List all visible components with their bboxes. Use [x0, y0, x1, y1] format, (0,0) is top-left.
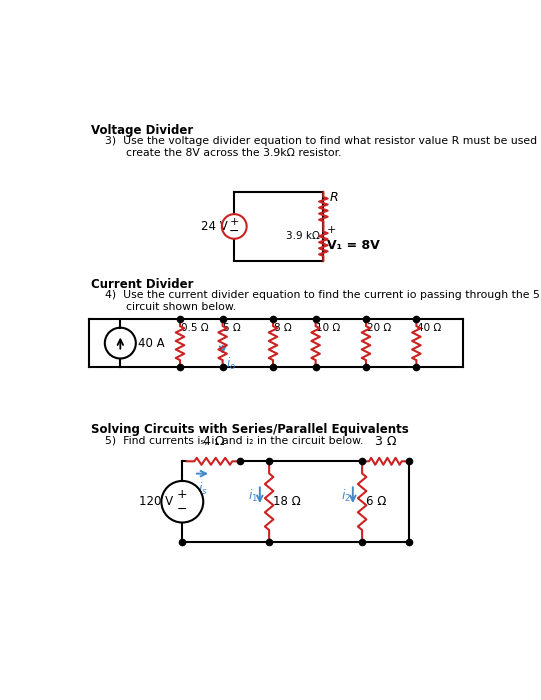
Text: −: −	[229, 225, 240, 237]
Text: 40 A: 40 A	[138, 337, 165, 349]
Text: 6 Ω: 6 Ω	[366, 495, 386, 508]
Text: $i_s$: $i_s$	[198, 480, 208, 497]
Text: 120 V: 120 V	[139, 495, 173, 508]
Text: R: R	[329, 192, 338, 204]
Text: +: +	[229, 217, 239, 227]
Text: 8 Ω: 8 Ω	[274, 323, 292, 332]
Text: +: +	[177, 487, 188, 500]
Text: 3)  Use the voltage divider equation to find what resistor value R must be used : 3) Use the voltage divider equation to f…	[105, 136, 541, 158]
Text: $i_2$: $i_2$	[341, 489, 351, 504]
Text: 40 Ω: 40 Ω	[417, 323, 441, 332]
Text: 10 Ω: 10 Ω	[316, 323, 341, 332]
Text: Voltage Divider: Voltage Divider	[91, 124, 193, 137]
Text: 3.9 kΩ: 3.9 kΩ	[286, 231, 320, 241]
Text: −: −	[177, 503, 188, 516]
Text: $i_1$: $i_1$	[248, 489, 258, 504]
Text: Solving Circuits with Series/Parallel Equivalents: Solving Circuits with Series/Parallel Eq…	[91, 423, 408, 436]
Text: 4)  Use the current divider equation to find the current io passing through the : 4) Use the current divider equation to f…	[105, 290, 541, 312]
Text: 5 Ω: 5 Ω	[223, 323, 241, 332]
Text: 18 Ω: 18 Ω	[273, 495, 301, 508]
Text: 20 Ω: 20 Ω	[367, 323, 391, 332]
Text: Current Divider: Current Divider	[91, 278, 193, 291]
Text: V₁ = 8V: V₁ = 8V	[327, 239, 380, 252]
Text: 5)  Find currents iₛ, i₁ and i₂ in the circuit below.: 5) Find currents iₛ, i₁ and i₂ in the ci…	[105, 435, 363, 445]
Text: 4 Ω: 4 Ω	[202, 435, 224, 448]
Text: 3 Ω: 3 Ω	[374, 435, 396, 448]
Text: +: +	[327, 225, 337, 235]
Text: 24 V: 24 V	[201, 220, 228, 233]
Text: $i_o$: $i_o$	[226, 356, 236, 372]
Text: 0.5 Ω: 0.5 Ω	[181, 323, 208, 332]
